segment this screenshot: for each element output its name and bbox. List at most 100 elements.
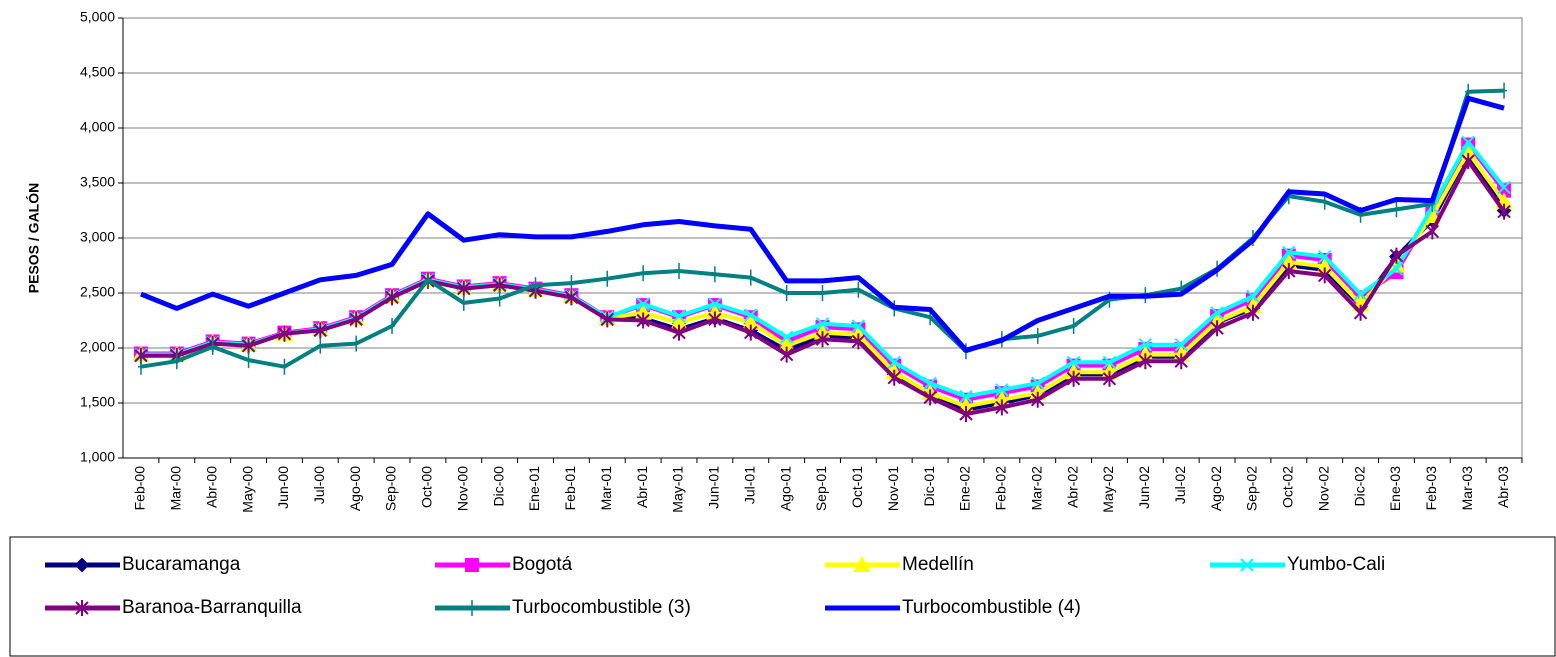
marker bbox=[281, 358, 288, 375]
marker bbox=[1318, 267, 1332, 284]
y-tick-label: 1,000 bbox=[80, 449, 115, 465]
marker bbox=[469, 600, 475, 616]
y-tick-label: 5,000 bbox=[80, 9, 115, 25]
marker bbox=[676, 263, 683, 279]
marker bbox=[1246, 289, 1260, 304]
marker bbox=[995, 383, 1009, 397]
x-tick-label: Ene-02 bbox=[957, 466, 973, 511]
x-tick-label: Dic-00 bbox=[490, 466, 506, 507]
x-tick-label: Ago-00 bbox=[347, 466, 363, 511]
marker bbox=[74, 557, 90, 573]
marker bbox=[75, 600, 89, 616]
marker bbox=[604, 270, 611, 287]
marker bbox=[711, 266, 718, 283]
marker bbox=[317, 337, 324, 354]
marker bbox=[779, 346, 794, 363]
x-tick-label: Ene-03 bbox=[1387, 466, 1403, 511]
marker bbox=[1174, 337, 1188, 352]
marker bbox=[819, 285, 826, 301]
x-tick-label: Ene-01 bbox=[526, 466, 542, 511]
marker bbox=[1240, 558, 1254, 572]
marker bbox=[851, 319, 866, 333]
series bbox=[134, 153, 1511, 422]
marker bbox=[496, 290, 503, 307]
x-tick-label: May-01 bbox=[670, 466, 686, 513]
marker bbox=[137, 358, 144, 375]
marker bbox=[1102, 355, 1117, 370]
marker bbox=[568, 275, 575, 292]
y-tick-label: 4,000 bbox=[80, 119, 115, 135]
y-tick-label: 4,500 bbox=[80, 64, 115, 80]
marker bbox=[744, 308, 758, 322]
marker bbox=[353, 335, 360, 352]
x-tick-label: Jun-00 bbox=[275, 466, 291, 509]
marker bbox=[1425, 223, 1440, 240]
marker bbox=[855, 281, 862, 298]
marker bbox=[245, 352, 252, 369]
legend-label: Medellín bbox=[902, 554, 974, 575]
legend-box bbox=[9, 536, 1556, 657]
x-tick-label: Oct-00 bbox=[419, 466, 435, 508]
legend-label: Turbocombustible (3) bbox=[512, 597, 691, 618]
x-tick-label: Mar-01 bbox=[598, 466, 614, 511]
x-tick-label: Ago-01 bbox=[777, 466, 793, 511]
x-tick-label: Feb-03 bbox=[1423, 466, 1439, 511]
marker bbox=[887, 369, 901, 386]
marker bbox=[1353, 287, 1368, 301]
marker bbox=[313, 322, 328, 339]
marker bbox=[1497, 203, 1511, 220]
marker bbox=[349, 311, 363, 328]
marker bbox=[1138, 353, 1153, 370]
y-tick-label: 2,000 bbox=[80, 339, 115, 355]
marker bbox=[1246, 304, 1260, 321]
marker bbox=[1031, 391, 1045, 408]
marker bbox=[1497, 180, 1511, 195]
marker bbox=[851, 333, 866, 350]
x-tick-label: Dic-01 bbox=[921, 466, 937, 507]
marker bbox=[887, 355, 901, 370]
x-tick-label: Mar-00 bbox=[168, 466, 184, 511]
x-tick-label: Oct-01 bbox=[849, 466, 865, 508]
x-tick-label: Jun-01 bbox=[706, 466, 722, 509]
marker bbox=[600, 311, 614, 328]
marker bbox=[1070, 318, 1077, 334]
marker bbox=[672, 309, 686, 323]
y-tick-label: 3,000 bbox=[80, 229, 115, 245]
x-tick-label: Mar-02 bbox=[1028, 466, 1044, 511]
marker bbox=[241, 337, 256, 354]
marker bbox=[923, 376, 937, 390]
marker bbox=[457, 280, 471, 297]
marker bbox=[744, 324, 758, 341]
marker bbox=[1282, 245, 1296, 260]
legend-label: Turbocombustible (4) bbox=[902, 597, 1081, 618]
marker bbox=[564, 289, 579, 306]
series-line bbox=[140, 140, 1506, 399]
marker bbox=[1174, 353, 1188, 370]
marker bbox=[1034, 327, 1041, 344]
x-tick-label: Jul-01 bbox=[741, 466, 757, 504]
marker bbox=[1389, 247, 1404, 264]
marker bbox=[923, 389, 937, 406]
marker bbox=[815, 331, 830, 348]
marker bbox=[1210, 320, 1224, 337]
x-tick-label: Sep-00 bbox=[383, 466, 399, 511]
x-tick-label: Abr-00 bbox=[203, 466, 219, 508]
marker bbox=[532, 277, 539, 294]
marker bbox=[779, 330, 794, 344]
x-tick-label: Jul-02 bbox=[1172, 466, 1188, 504]
marker bbox=[389, 318, 396, 334]
legend-label: Yumbo-Cali bbox=[1287, 554, 1385, 575]
marker bbox=[385, 289, 399, 306]
y-tick-label: 1,500 bbox=[80, 394, 115, 410]
marker bbox=[1138, 337, 1153, 352]
x-tick-label: Dic-02 bbox=[1351, 466, 1367, 507]
x-tick-label: Oct-02 bbox=[1280, 466, 1296, 508]
marker bbox=[815, 317, 830, 331]
marker bbox=[672, 324, 686, 341]
x-tick-label: Feb-02 bbox=[993, 466, 1009, 511]
marker bbox=[209, 338, 216, 355]
legend-label: Baranoa-Barranquilla bbox=[122, 597, 302, 618]
marker bbox=[1066, 355, 1081, 370]
marker bbox=[1393, 201, 1400, 218]
